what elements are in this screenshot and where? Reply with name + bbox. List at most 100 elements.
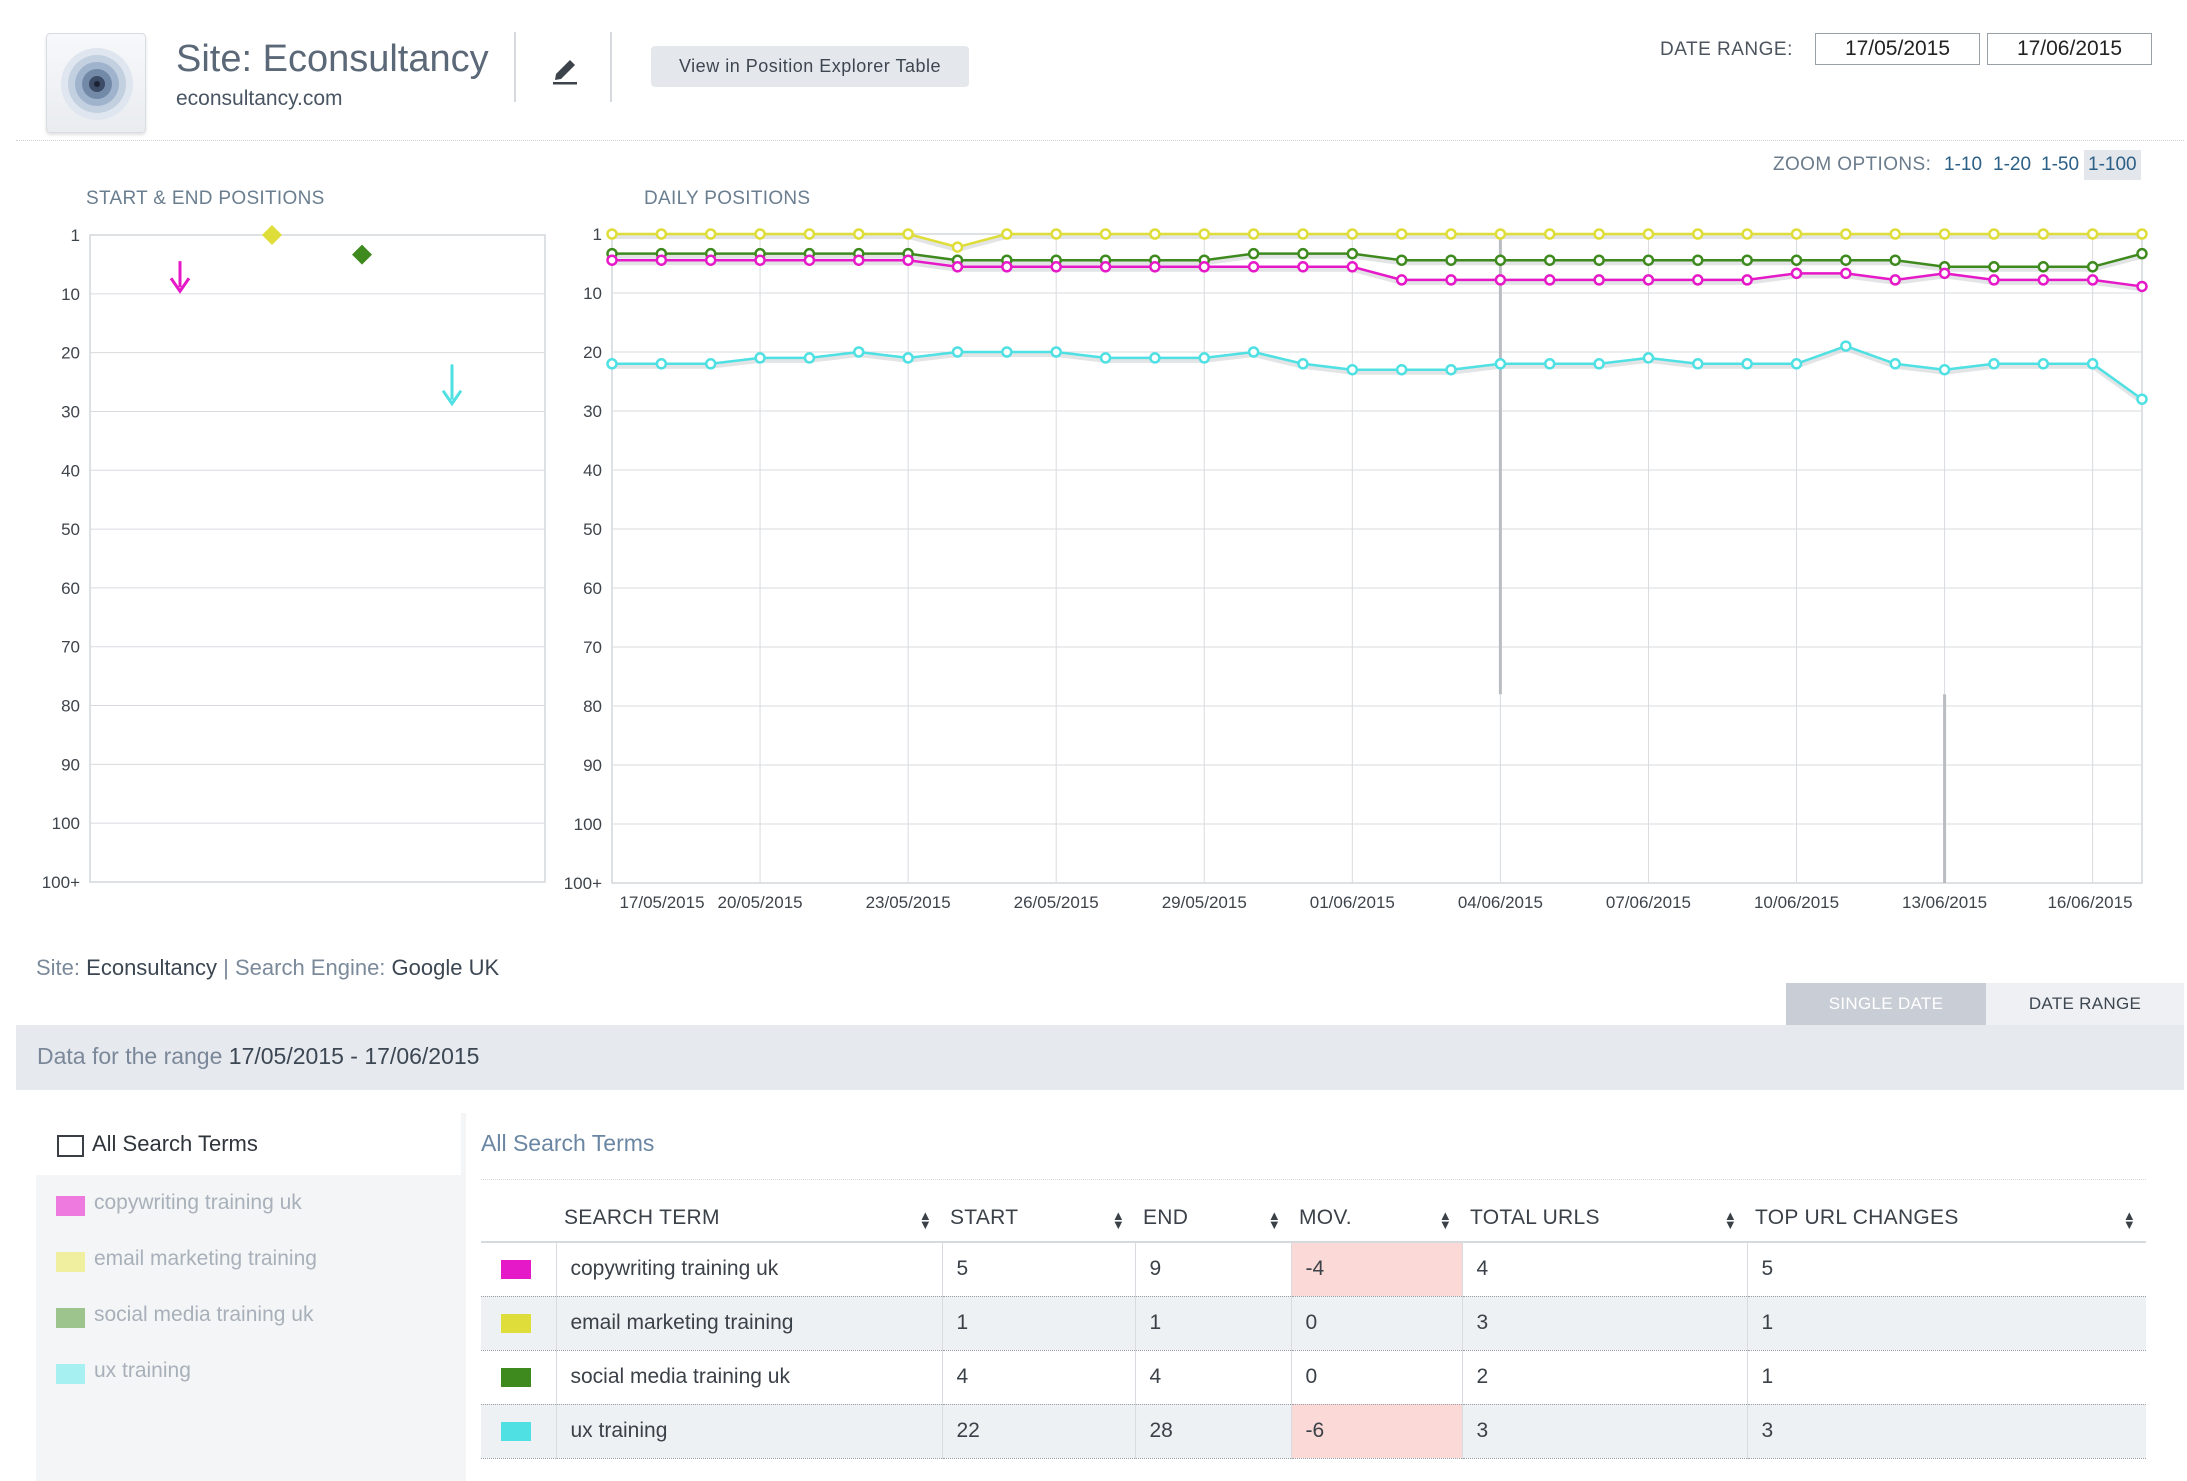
y-tick-label: 100+ bbox=[42, 873, 80, 892]
series-point bbox=[2037, 358, 2050, 370]
series-point bbox=[1593, 274, 1605, 286]
chart-plot-area bbox=[89, 234, 546, 883]
end-date-input[interactable] bbox=[1987, 33, 2152, 65]
row-color-swatch bbox=[501, 1313, 531, 1333]
series-shadow bbox=[612, 254, 2143, 272]
cell-search-term: social media training uk bbox=[556, 1350, 943, 1405]
term-color-swatch bbox=[56, 1364, 85, 1384]
site-engine-filter: Site: Econsultancy | Search Engine: Goog… bbox=[36, 955, 499, 981]
series-point bbox=[1346, 363, 1359, 376]
series-point bbox=[1988, 274, 2000, 286]
table-row[interactable]: email marketing training 1 1 0 3 1 bbox=[481, 1296, 2146, 1351]
x-tick-label: 04/06/2015 bbox=[1458, 893, 1543, 912]
series-point bbox=[2086, 358, 2099, 370]
cell-top-url-changes: 5 bbox=[1747, 1242, 2146, 1297]
row-color-cell bbox=[481, 1242, 557, 1297]
series-point bbox=[1642, 228, 1655, 240]
sort-icon[interactable]: ▲ ▼ bbox=[1111, 1208, 1125, 1232]
column-header-total-urls[interactable]: TOTAL URLS ▲ ▼ bbox=[1462, 1195, 1747, 1243]
header-divider bbox=[610, 32, 612, 102]
x-tick-label: 10/06/2015 bbox=[1754, 893, 1839, 912]
cell-start: 4 bbox=[942, 1350, 1136, 1405]
series-point bbox=[704, 228, 717, 240]
series-point bbox=[1692, 274, 1704, 286]
start-date-input[interactable] bbox=[1815, 33, 1980, 65]
term-filter-label: copywriting training uk bbox=[94, 1191, 302, 1214]
x-tick-label: 17/05/2015 bbox=[619, 893, 704, 912]
series-point bbox=[2136, 280, 2148, 293]
sort-icon[interactable]: ▲ ▼ bbox=[918, 1208, 932, 1232]
series-point bbox=[1593, 254, 1605, 266]
sort-icon[interactable]: ▲ ▼ bbox=[1723, 1208, 1737, 1232]
series-point bbox=[1346, 228, 1359, 240]
series-point bbox=[704, 358, 717, 370]
series-point bbox=[1790, 228, 1803, 240]
term-filter-label: email marketing training bbox=[94, 1247, 317, 1270]
cell-search-term: copywriting training uk bbox=[556, 1242, 943, 1297]
tab-single-date[interactable]: SINGLE DATE bbox=[1786, 983, 1986, 1025]
column-header-start[interactable]: START ▲ ▼ bbox=[942, 1195, 1135, 1243]
sort-icon[interactable]: ▲ ▼ bbox=[1267, 1208, 1281, 1232]
series-point bbox=[1889, 358, 1901, 370]
start-end-chart-title: START & END POSITIONS bbox=[86, 188, 325, 209]
series-shadow bbox=[612, 261, 2143, 292]
table-row[interactable]: copywriting training uk 5 9 -4 4 5 bbox=[481, 1242, 2146, 1297]
zoom-option-1-10[interactable]: 1-10 bbox=[1944, 154, 1983, 175]
series-point bbox=[1988, 261, 2000, 273]
series-point bbox=[1297, 261, 1309, 273]
zoom-options-label: ZOOM OPTIONS: bbox=[1773, 154, 1932, 175]
series-point bbox=[1790, 254, 1803, 266]
target-icon bbox=[61, 48, 133, 120]
table-row[interactable]: social media training uk 4 4 0 2 1 bbox=[481, 1350, 2146, 1405]
series-point bbox=[1938, 228, 1951, 240]
range-summary-bar: Data for the range 17/05/2015 - 17/06/20… bbox=[16, 1025, 2184, 1090]
y-tick-label: 90 bbox=[583, 756, 602, 775]
series-point bbox=[606, 228, 618, 240]
column-header-search-term[interactable]: SEARCH TERM ▲ ▼ bbox=[556, 1195, 942, 1243]
row-color-swatch bbox=[501, 1260, 531, 1280]
all-search-terms-label[interactable]: All Search Terms bbox=[92, 1131, 258, 1156]
zoom-option-1-100[interactable]: 1-100 bbox=[2084, 150, 2141, 180]
view-position-explorer-button[interactable]: View in Position Explorer Table bbox=[651, 46, 969, 87]
tab-date-range[interactable]: DATE RANGE bbox=[1986, 983, 2184, 1025]
series-point bbox=[1297, 228, 1309, 240]
table-row[interactable]: ux training 22 28 -6 3 3 bbox=[481, 1404, 2146, 1459]
series-point bbox=[1247, 346, 1260, 358]
x-tick-label: 26/05/2015 bbox=[1014, 893, 1099, 912]
series-point bbox=[1642, 254, 1655, 266]
cell-start: 22 bbox=[942, 1404, 1136, 1459]
sort-icon[interactable]: ▲ ▼ bbox=[1438, 1208, 1452, 1232]
series-point bbox=[1642, 274, 1655, 286]
end-position-marker bbox=[262, 225, 282, 245]
series-point bbox=[2086, 228, 2099, 240]
cell-movement: -4 bbox=[1291, 1242, 1463, 1297]
sort-icon[interactable]: ▲ ▼ bbox=[2122, 1208, 2136, 1232]
row-color-cell bbox=[481, 1404, 557, 1459]
series-point bbox=[1198, 352, 1211, 364]
edit-pencil-icon[interactable] bbox=[550, 52, 580, 91]
zoom-option-1-20[interactable]: 1-20 bbox=[1993, 154, 2032, 175]
column-header-top-url-changes[interactable]: TOP URL CHANGES ▲ ▼ bbox=[1747, 1195, 2146, 1243]
cell-end: 28 bbox=[1135, 1404, 1292, 1459]
header-rule bbox=[16, 140, 2184, 141]
series-point bbox=[1445, 254, 1457, 266]
series-point bbox=[655, 358, 668, 370]
start-end-positions-chart: 1 10 20 30 40 50 60 70 80 90 100 100+ bbox=[42, 225, 546, 892]
series-point bbox=[1593, 228, 1605, 240]
term-filter-label: social media training uk bbox=[94, 1303, 314, 1326]
series-point bbox=[1988, 358, 2000, 370]
series-point bbox=[951, 261, 964, 273]
series-line bbox=[612, 344, 2143, 401]
range-summary-text: Data for the range 17/05/2015 - 17/06/20… bbox=[37, 1043, 479, 1070]
y-tick-label: 60 bbox=[61, 579, 80, 598]
zoom-option-1-50[interactable]: 1-50 bbox=[2041, 154, 2080, 175]
series-point bbox=[1346, 261, 1359, 273]
movement-arrow-head bbox=[169, 277, 191, 294]
series-point bbox=[2136, 228, 2148, 240]
all-search-terms-checkbox[interactable] bbox=[57, 1135, 84, 1157]
column-header-label: MOV. bbox=[1299, 1206, 1352, 1229]
column-header-end[interactable]: END ▲ ▼ bbox=[1135, 1195, 1291, 1243]
term-color-swatch bbox=[56, 1308, 85, 1328]
column-header-movement[interactable]: MOV. ▲ ▼ bbox=[1291, 1195, 1462, 1243]
series-point bbox=[1494, 228, 1507, 240]
